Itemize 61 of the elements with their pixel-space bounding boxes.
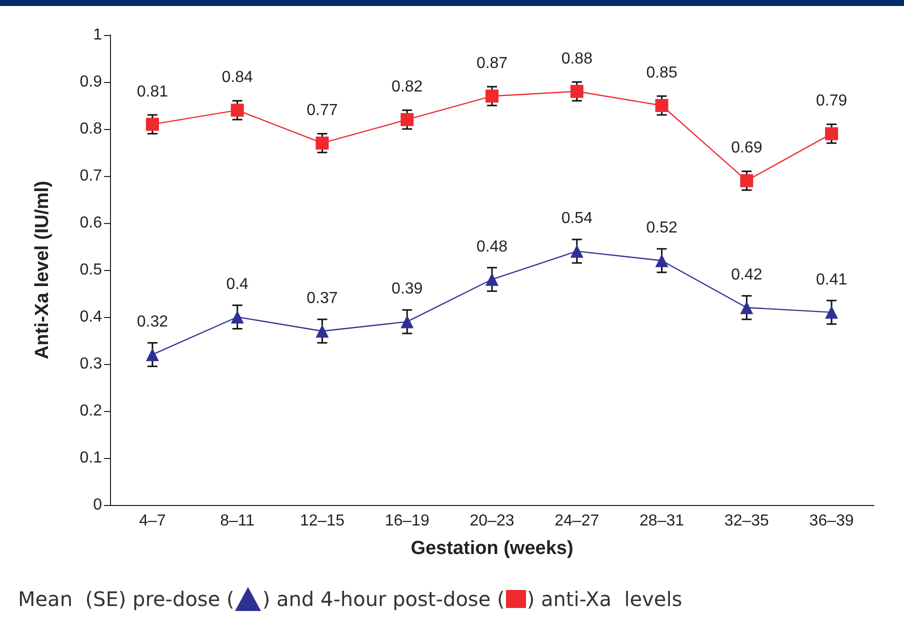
y-tick-label: 0.9 [80,74,102,90]
y-tick-label: 1 [93,26,102,44]
point [230,310,244,324]
y-tick-label: 0.4 [80,308,102,326]
point [655,99,668,112]
y-tick-label: 0.5 [80,262,102,278]
data-label: 0.52 [646,220,678,237]
x-tick-label: 36–39 [809,512,854,530]
point [316,136,329,150]
point [740,301,754,314]
y-tick-label: 0.8 [80,120,102,138]
y-axis-title: Anti-Xa level (IU/ml) [32,180,53,360]
data-label: 0.82 [392,78,423,96]
y-tick-label: 0.3 [80,356,102,372]
data-label: 0.42 [731,266,762,284]
point [400,113,414,126]
data-label: 0.85 [646,64,678,82]
data-label: 0.69 [731,140,762,157]
y-tick-label: 0.2 [80,402,102,420]
data-label: 0.81 [136,83,168,100]
point [146,348,159,362]
data-label: 0.39 [392,280,423,298]
text: ) anti-Xa levels [526,587,682,611]
point [825,127,838,140]
y-tick-label: 0.1 [80,450,102,466]
data-label: 0.84 [222,69,254,86]
point [316,324,329,338]
data-label: 0.41 [816,271,848,288]
point [230,104,244,117]
data-label: 0.79 [816,92,848,110]
x-tick-label: 32–35 [724,512,770,530]
data-label: 0.32 [136,314,168,331]
point [655,254,668,268]
point [825,306,838,319]
point [400,315,414,328]
x-tick-label: 4–7 [139,512,166,530]
x-tick-label: 24–27 [554,512,600,530]
x-tick-label: 8–11 [220,512,255,530]
point [570,84,584,98]
point [486,272,498,286]
data-label: 0.88 [561,50,593,68]
point [570,244,584,258]
x-tick-label: 28–31 [640,512,684,530]
data-label: 0.4 [226,276,249,293]
data-label: 0.77 [306,102,338,120]
x-axis-title: Gestation (weeks) [410,538,574,559]
x-tick-label: 20–23 [470,512,514,530]
x-tick-label: 16–19 [384,512,430,530]
point [146,118,159,131]
y-tick-label: 0.6 [80,214,102,232]
x-tick-label: 12–15 [300,512,345,530]
data-label: 0.48 [476,238,508,256]
y-tick-label: 0.7 [80,168,102,184]
text: Mean (SE) pre-dose ( [18,587,234,611]
point [486,90,498,103]
data-label: 0.37 [306,290,338,308]
text: ) and 4-hour post-dose ( [262,587,505,611]
data-label: 0.54 [561,210,593,228]
y-tick-label: 0 [93,496,102,514]
point [740,174,754,188]
data-label: 0.87 [476,55,508,72]
